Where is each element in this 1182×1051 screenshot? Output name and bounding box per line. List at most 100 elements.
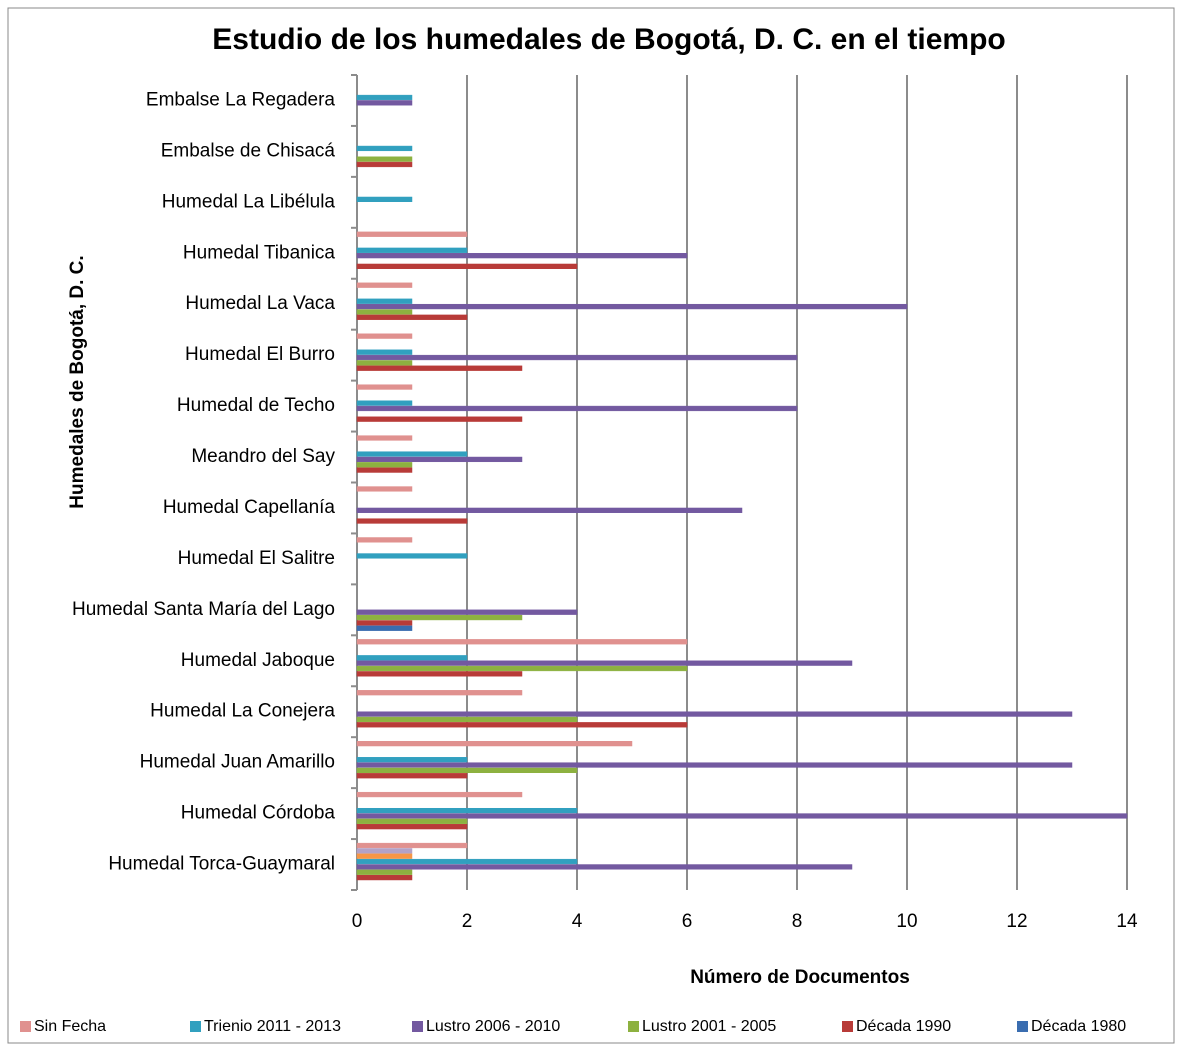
legend-swatch — [1017, 1021, 1028, 1032]
y-tick-label: Humedal de Techo — [177, 395, 335, 416]
bar — [356, 309, 413, 315]
legend-swatch — [412, 1021, 423, 1032]
bar — [356, 665, 688, 672]
y-tick-label: Humedal El Salitre — [178, 548, 335, 569]
legend-label: Década 1980 — [1031, 1018, 1126, 1035]
y-axis-label: Humedales de Bogotá, D. C. — [67, 255, 88, 508]
bar — [356, 416, 523, 422]
bar — [356, 196, 413, 202]
x-axis-label: Número de Documentos — [690, 967, 910, 988]
bar — [356, 314, 468, 320]
bar — [356, 762, 1073, 768]
bar — [356, 360, 413, 366]
y-tick-label: Humedal La Libélula — [162, 191, 336, 212]
bar — [356, 354, 798, 361]
bar — [356, 813, 1128, 819]
y-tick-label: Humedal Santa María del Lago — [72, 599, 335, 620]
bar — [356, 518, 468, 524]
bar — [356, 716, 578, 723]
bar — [356, 145, 413, 152]
legend-label: Lustro 2001 - 2005 — [642, 1018, 776, 1035]
bar — [356, 303, 908, 310]
bar — [356, 671, 523, 677]
bar — [356, 655, 468, 661]
bar — [356, 625, 413, 631]
bar — [356, 757, 468, 763]
bar — [356, 333, 413, 339]
y-tick-label: Humedal Juan Amarillo — [140, 752, 335, 773]
bar — [356, 722, 688, 728]
bar — [356, 253, 688, 259]
bar — [356, 435, 413, 441]
y-tick-label: Humedal La Vaca — [185, 293, 335, 314]
y-tick-label: Embalse La Regadera — [146, 89, 335, 110]
bar — [356, 349, 413, 355]
x-tick-label: 12 — [1006, 911, 1027, 932]
bar — [356, 767, 578, 774]
y-tick-label: Meandro del Say — [191, 446, 335, 467]
y-tick-label: Humedal El Burro — [185, 344, 335, 365]
bar — [356, 451, 468, 457]
bar — [356, 848, 413, 854]
bar — [356, 462, 413, 468]
bar — [356, 282, 413, 288]
bar — [356, 100, 413, 106]
bar — [356, 818, 468, 824]
chart-border — [7, 7, 1175, 1044]
bar — [356, 874, 413, 881]
bar — [356, 791, 523, 798]
bar — [356, 507, 743, 513]
bar — [356, 869, 413, 875]
x-tick-label: 0 — [352, 911, 363, 932]
x-tick-label: 14 — [1116, 911, 1138, 932]
bar — [356, 486, 413, 492]
bar — [356, 298, 413, 304]
bar — [356, 842, 468, 849]
y-tick-label: Humedal Torca-Guaymaral — [108, 854, 335, 875]
bar — [356, 247, 468, 253]
y-tick-label: Humedal Córdoba — [181, 803, 336, 824]
bar — [356, 365, 523, 371]
bar — [356, 467, 413, 473]
bar — [356, 773, 468, 779]
legend-label: Década 1990 — [856, 1018, 951, 1035]
bar — [356, 741, 633, 747]
bar — [356, 231, 468, 237]
y-tick-label: Humedal Jaboque — [181, 650, 335, 671]
y-tick-label: Embalse de Chisacá — [161, 140, 336, 161]
bar — [356, 609, 578, 615]
bar — [356, 553, 468, 559]
bar — [356, 639, 688, 645]
bar — [356, 614, 523, 621]
bar — [356, 858, 578, 865]
legend-swatch — [20, 1021, 31, 1032]
bar — [356, 864, 853, 870]
bar — [356, 156, 413, 162]
bar — [356, 537, 413, 543]
x-tick-label: 6 — [682, 911, 693, 932]
legend-swatch — [842, 1021, 853, 1032]
bar — [356, 94, 413, 101]
bar — [356, 620, 413, 626]
bar — [356, 456, 523, 463]
bar — [356, 853, 413, 859]
x-tick-label: 10 — [896, 911, 917, 932]
y-tick-label: Humedal Tibanica — [183, 242, 336, 263]
legend-label: Lustro 2006 - 2010 — [426, 1018, 560, 1035]
bar — [356, 807, 578, 814]
bar — [356, 161, 413, 168]
x-tick-label: 4 — [572, 911, 583, 932]
bar — [356, 400, 413, 406]
legend-label: Trienio 2011 - 2013 — [204, 1018, 341, 1035]
legend-swatch — [190, 1021, 201, 1032]
bar — [356, 405, 798, 412]
x-tick-label: 8 — [792, 911, 803, 932]
y-tick-label: Humedal La Conejera — [150, 701, 335, 722]
bar — [356, 824, 468, 830]
legend-label: Sin Fecha — [34, 1018, 106, 1035]
bar — [356, 384, 413, 390]
bar — [356, 263, 578, 269]
bar — [356, 711, 1073, 717]
legend-swatch — [628, 1021, 639, 1032]
